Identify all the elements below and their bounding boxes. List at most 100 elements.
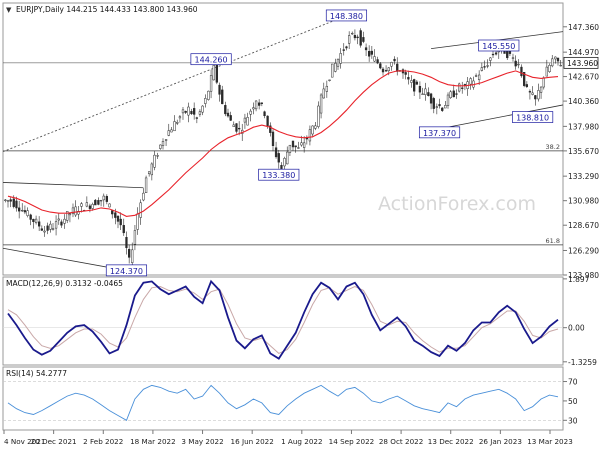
x-tick-label: 28 Oct 2022	[379, 437, 423, 446]
candle	[356, 36, 359, 39]
candle	[125, 237, 128, 248]
moving-average-line	[7, 70, 559, 217]
candle	[173, 121, 176, 132]
candle	[74, 206, 77, 216]
candle	[525, 84, 529, 87]
candle	[390, 62, 393, 67]
candle	[339, 53, 342, 64]
candle	[336, 58, 340, 67]
candle	[201, 105, 204, 113]
candle	[147, 171, 151, 175]
candle	[144, 177, 148, 193]
price-label: 124.370	[110, 267, 143, 276]
candle	[243, 117, 247, 123]
candle	[477, 74, 481, 80]
x-tick-label: 13 Mar 2023	[527, 437, 573, 446]
watermark: ActionForex.com	[378, 193, 536, 215]
candle	[150, 163, 153, 176]
candle	[393, 58, 396, 62]
candle	[435, 106, 438, 108]
candle	[246, 117, 249, 126]
candle	[269, 125, 272, 133]
candle	[9, 199, 12, 202]
candle	[294, 145, 297, 148]
x-tick-label: 13 Dec 2022	[428, 437, 474, 446]
candle	[60, 221, 63, 226]
candle	[108, 203, 111, 208]
candle	[99, 199, 103, 202]
candle	[486, 65, 489, 67]
candle	[353, 35, 357, 39]
candle	[218, 84, 221, 95]
candle	[40, 228, 43, 231]
fib-level-label: 38.2	[546, 143, 560, 151]
candle	[334, 62, 337, 72]
candle	[469, 78, 472, 85]
candle	[170, 129, 173, 133]
candle	[455, 93, 458, 95]
candle	[116, 215, 120, 222]
candle	[226, 112, 230, 117]
candle	[297, 147, 300, 149]
candle	[286, 151, 289, 165]
candle	[491, 53, 495, 56]
candle	[511, 57, 515, 59]
candle	[317, 105, 320, 127]
candle	[49, 223, 52, 230]
candle	[207, 90, 210, 100]
candle	[159, 144, 162, 149]
candle	[415, 81, 419, 85]
candle	[71, 207, 75, 214]
candle	[328, 79, 331, 81]
candle	[520, 66, 523, 77]
candle	[548, 64, 551, 72]
candle	[379, 63, 382, 69]
candle	[32, 218, 35, 222]
rising-trendline	[2, 15, 347, 153]
candle	[387, 67, 390, 72]
candle	[161, 141, 165, 147]
candle	[77, 210, 80, 215]
price-label-box	[325, 9, 368, 22]
candle	[418, 86, 422, 93]
candle	[531, 92, 534, 95]
candle	[427, 92, 430, 96]
candle	[283, 158, 286, 167]
candle	[204, 98, 207, 104]
candle	[252, 107, 255, 110]
candle	[359, 30, 362, 46]
x-tick-label: 14 Sep 2022	[329, 437, 375, 446]
candle	[37, 221, 41, 227]
candle	[209, 75, 213, 92]
candle	[34, 218, 38, 224]
candle	[15, 200, 18, 209]
candle	[480, 67, 483, 71]
candle	[438, 104, 441, 107]
candle	[57, 218, 60, 221]
candle	[88, 205, 92, 209]
candle	[444, 105, 447, 109]
candle	[6, 200, 10, 202]
candle	[308, 129, 312, 142]
candle	[229, 115, 232, 121]
price-tick-label: 135.670	[568, 147, 599, 156]
candle	[97, 200, 100, 205]
candle	[195, 117, 199, 119]
price-tick-label: 133.290	[568, 172, 599, 181]
last-price-badge	[563, 56, 599, 69]
candle	[514, 60, 517, 67]
candle	[421, 93, 424, 95]
x-tick-label: 26 Jan 2023	[479, 437, 522, 446]
fib-level-label: 61.8	[546, 237, 560, 245]
candle	[68, 213, 72, 216]
candle	[23, 210, 27, 213]
candle	[303, 142, 306, 148]
price-panel	[2, 2, 564, 276]
candle	[164, 139, 168, 141]
candle	[539, 86, 543, 93]
last-price-value: 143.960	[567, 59, 598, 68]
candle	[556, 57, 560, 62]
candle	[80, 203, 83, 207]
price-label-box	[418, 126, 461, 139]
